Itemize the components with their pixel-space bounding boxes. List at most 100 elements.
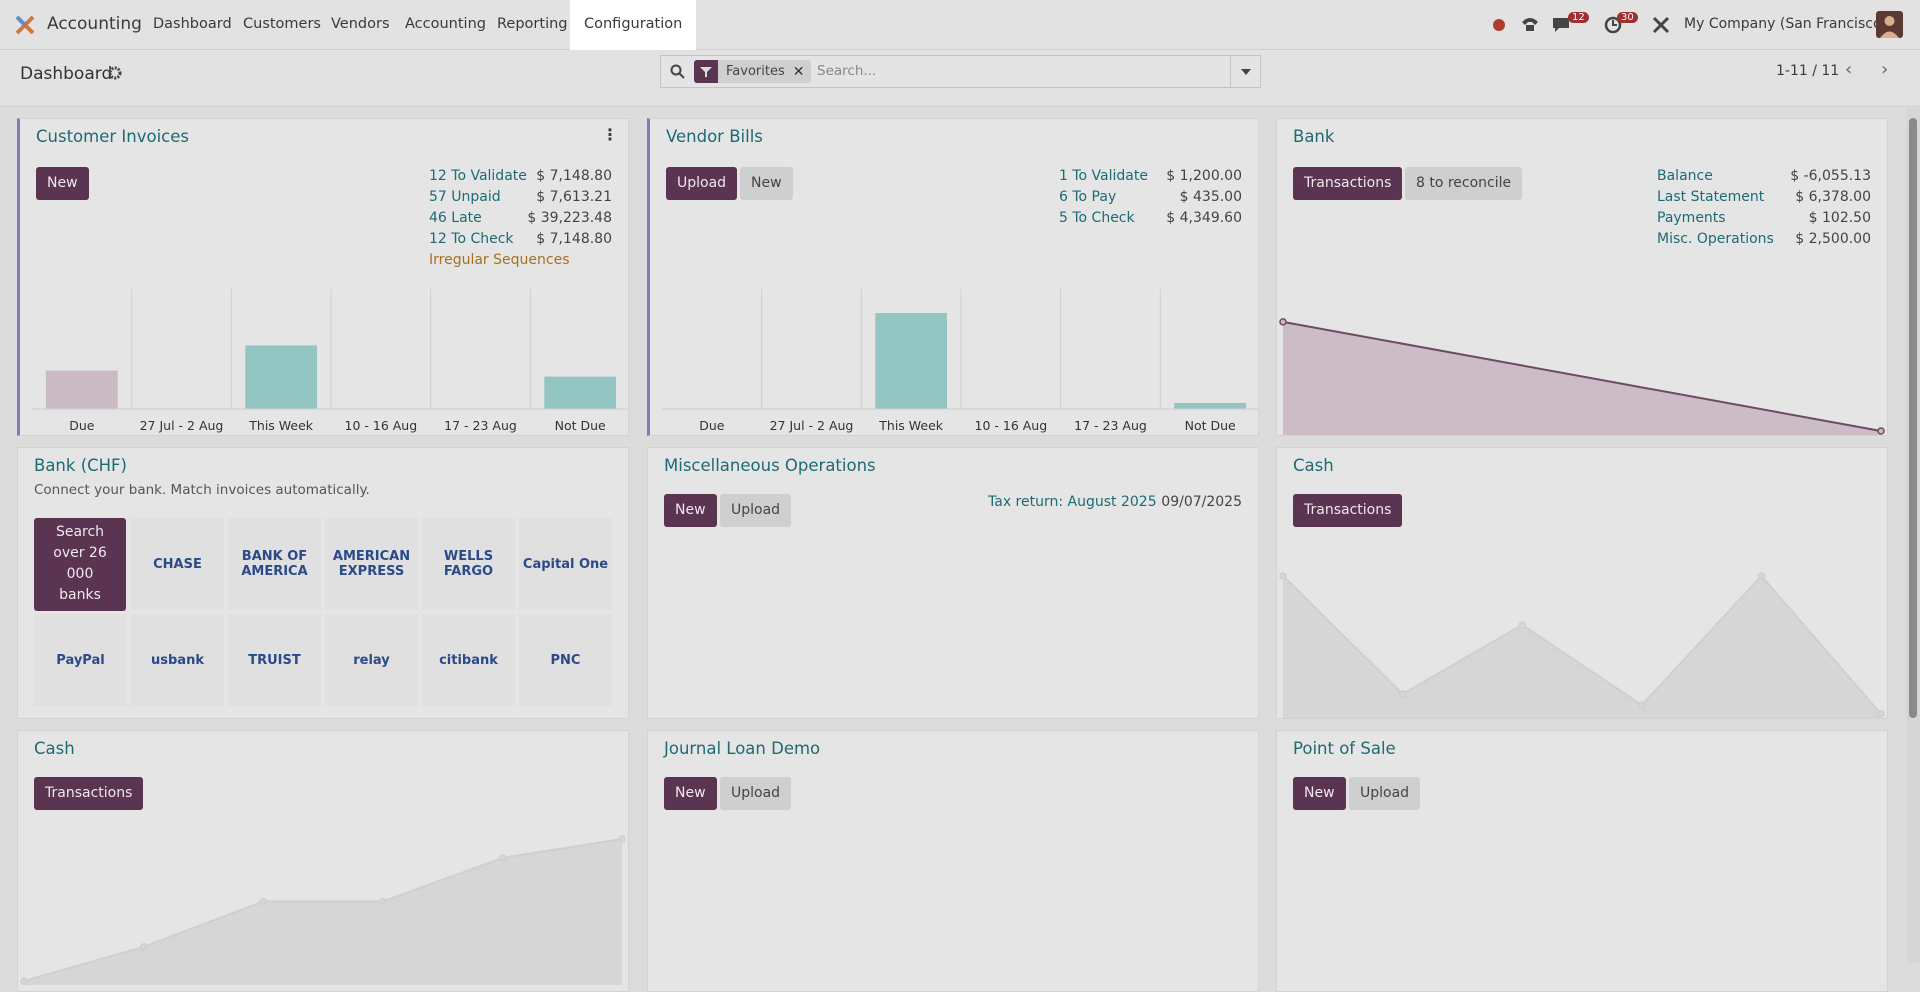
card-button[interactable]: New (740, 167, 793, 200)
search-toggle[interactable] (1230, 55, 1261, 88)
bank-logo[interactable]: BANK OF AMERICA (228, 518, 321, 610)
stat-label[interactable]: Irregular Sequences (429, 252, 570, 268)
graph-point (498, 854, 507, 862)
card-button[interactable]: Upload (1349, 777, 1421, 810)
stat-amount: 09/07/2025 (1161, 494, 1242, 510)
card-graph: Due 27 Jul - 2 Aug This Week 10 - 16 Aug 17 … (32, 289, 628, 433)
breadcrumb: Dashboard (20, 64, 113, 84)
menu-item[interactable]: Reporting (497, 16, 568, 32)
menu-item[interactable]: Configuration (571, 0, 696, 49)
card-button[interactable]: Upload (720, 777, 792, 810)
scrollbar-thumb[interactable] (1909, 118, 1917, 718)
card-menu[interactable]: ⋮ (602, 125, 618, 144)
stat-label[interactable]: Misc. Operations (1657, 231, 1774, 247)
card-button[interactable]: Transactions (34, 777, 144, 810)
pager: 1-11 / 11 (1776, 63, 1840, 79)
card-title[interactable]: Cash (34, 739, 75, 758)
card-title[interactable]: Customer Invoices (36, 127, 189, 146)
bank-logo[interactable]: Capital One (519, 518, 612, 610)
bank-logo[interactable]: relay (325, 614, 418, 706)
company-switcher[interactable]: My Company (San Francisco) (1684, 16, 1887, 32)
phone-icon[interactable] (1520, 14, 1540, 34)
graph-bar (245, 345, 318, 409)
stat-label[interactable]: 1 To Validate (1059, 168, 1148, 184)
facet[interactable]: Favorites ✕ (694, 60, 812, 83)
card-title[interactable]: Journal Loan Demo (664, 739, 821, 758)
user-avatar[interactable] (1876, 11, 1903, 38)
bank-logo[interactable]: usbank (131, 614, 224, 706)
chat-icon[interactable] (1552, 16, 1572, 34)
stat-amount: $ 6,378.00 (1795, 189, 1871, 205)
activities-badge: 30 (1617, 12, 1638, 23)
menu-item[interactable]: Accounting (405, 16, 486, 32)
graph-category: Not Due (1185, 418, 1236, 433)
graph-category: 27 Jul - 2 Aug (770, 418, 854, 433)
stat-amount: $ 435.00 (1179, 189, 1242, 205)
stat-label[interactable]: Payments (1657, 210, 1726, 226)
stat-amount: $ 2,500.00 (1795, 231, 1871, 247)
card-title[interactable]: Point of Sale (1293, 739, 1396, 758)
recording-dot[interactable] (1492, 18, 1506, 32)
graph-category: 17 - 23 Aug (444, 418, 517, 433)
stat-label[interactable]: 6 To Pay (1059, 189, 1117, 205)
card-title[interactable]: Miscellaneous Operations (664, 456, 876, 475)
stat-label[interactable]: 12 To Check (429, 231, 514, 247)
graph-area (24, 839, 622, 985)
stat-label[interactable]: 12 To Validate (429, 168, 527, 184)
card-button[interactable]: New (664, 777, 717, 810)
app-name[interactable]: Accounting (47, 14, 142, 34)
stat-amount: $ 7,613.21 (536, 189, 612, 205)
activity-icon[interactable] (1603, 15, 1623, 35)
card-graph (20, 835, 626, 985)
card-graph: Due 27 Jul - 2 Aug This Week 10 - 16 Aug 17 … (662, 289, 1258, 433)
card-button[interactable]: New (664, 494, 717, 527)
stat-amount: $ 4,349.60 (1166, 210, 1242, 226)
search-banks-button[interactable]: Search over 26 000 banks (34, 518, 126, 611)
card-title[interactable]: Vendor Bills (666, 127, 763, 146)
menu-item[interactable]: Dashboard (153, 16, 232, 32)
card-title[interactable]: Bank (1293, 127, 1335, 146)
menu-item[interactable]: Vendors (331, 16, 390, 32)
stat-label[interactable]: Tax return: August 2025 (988, 494, 1157, 510)
card-button[interactable]: Transactions (1293, 167, 1403, 200)
graph-category: This Week (878, 418, 944, 433)
search-icon (670, 64, 685, 79)
graph-category: Due (699, 418, 725, 433)
graph-line (23, 838, 623, 982)
bank-logo[interactable]: CHASE (131, 518, 224, 610)
journal-card: Customer Invoices ⋮ New 12 To Validate $ 7,1… (17, 118, 629, 436)
journal-card: Miscellaneous Operations New Upload Tax ret… (647, 447, 1259, 719)
card-button[interactable]: Upload (666, 167, 738, 200)
stat-amount: $ -6,055.13 (1790, 168, 1871, 184)
graph-point (20, 977, 28, 985)
bank-logo[interactable]: PayPal (34, 614, 127, 706)
stat-label[interactable]: Balance (1657, 168, 1713, 184)
card-button[interactable]: Upload (720, 494, 792, 527)
facet-remove[interactable]: ✕ (792, 63, 805, 80)
card-title[interactable]: Bank (CHF) (34, 456, 127, 475)
card-button[interactable]: 8 to reconcile (1405, 167, 1523, 200)
card-button[interactable]: New (1293, 777, 1346, 810)
stat-amount: $ 39,223.48 (527, 210, 612, 226)
stat-label[interactable]: 57 Unpaid (429, 189, 501, 205)
stat-label[interactable]: Last Statement (1657, 189, 1765, 205)
card-title[interactable]: Cash (1293, 456, 1334, 475)
stat-label[interactable]: 5 To Check (1059, 210, 1135, 226)
bank-logo[interactable]: TRUIST (228, 614, 321, 706)
bank-logo[interactable]: citibank (422, 614, 515, 706)
pager-next[interactable]: › (1881, 59, 1889, 80)
settings-gear[interactable] (108, 66, 122, 80)
card-button[interactable]: Transactions (1293, 494, 1403, 527)
facet-icon (694, 60, 718, 83)
stat-label[interactable]: 46 Late (429, 210, 482, 226)
pager-prev[interactable]: ‹ (1845, 59, 1853, 80)
search-bar[interactable]: Favorites ✕ Search... (660, 55, 1261, 88)
bank-logo[interactable]: WELLS FARGO (422, 518, 515, 610)
bank-logo[interactable]: AMERICAN EXPRESS (325, 518, 418, 610)
menu-item[interactable]: Customers (243, 16, 321, 32)
card-button[interactable]: New (36, 167, 89, 200)
graph-category: This Week (248, 418, 314, 433)
bank-logo[interactable]: PNC (519, 614, 612, 706)
tools-icon[interactable] (1652, 16, 1670, 34)
